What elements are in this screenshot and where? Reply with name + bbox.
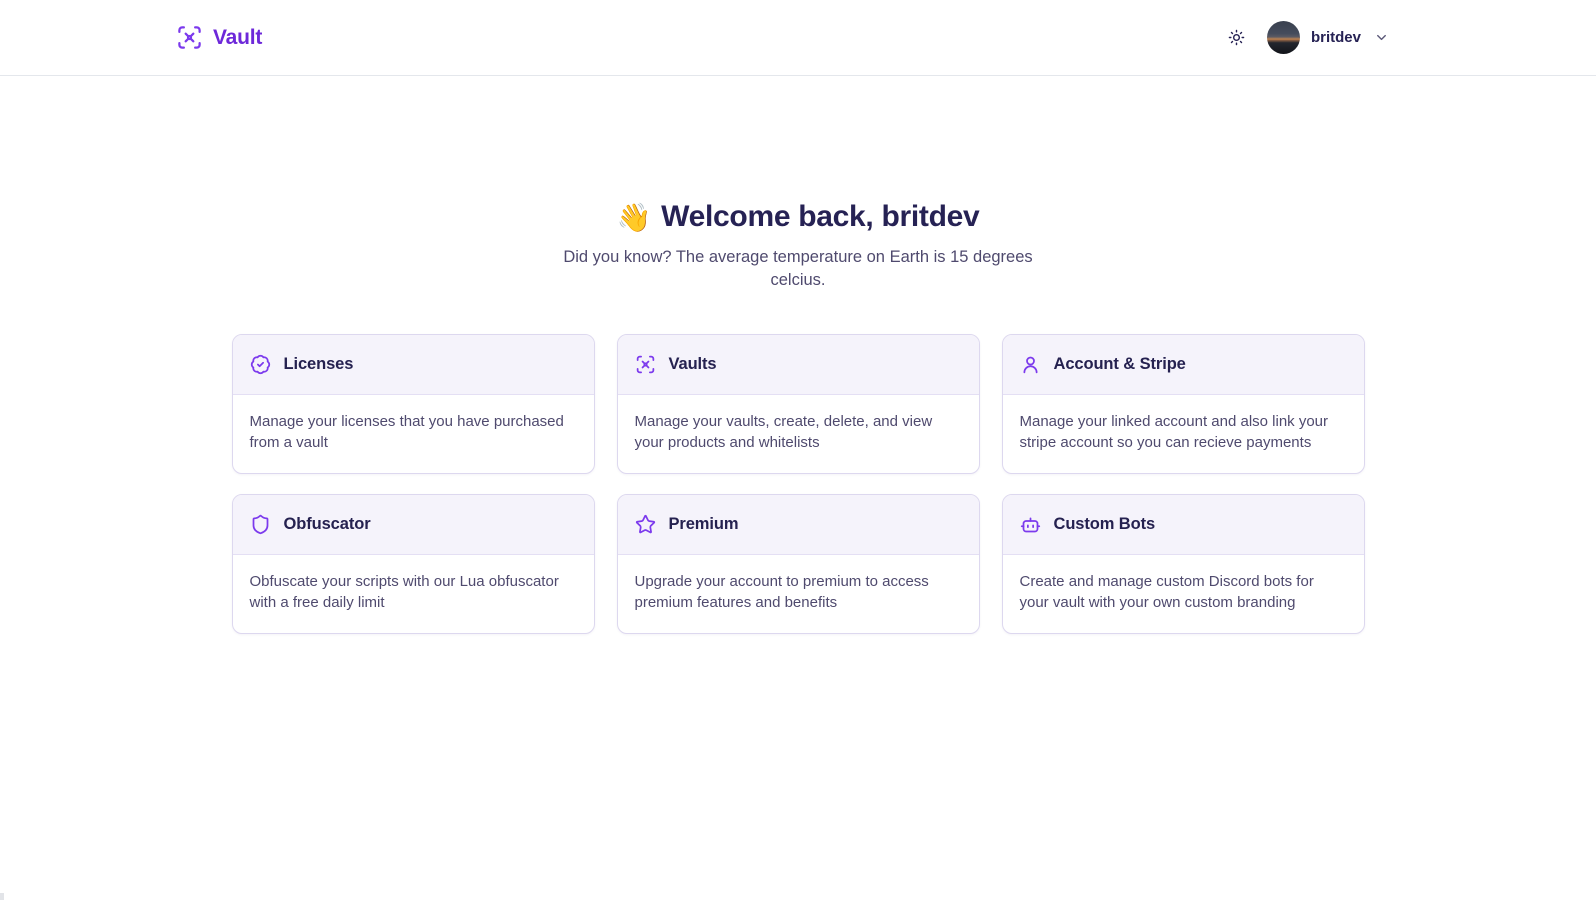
edge-artifact bbox=[0, 893, 4, 900]
card-header: Vaults bbox=[617, 334, 979, 395]
card-body: Upgrade your account to premium to acces… bbox=[618, 555, 979, 633]
card-obfuscator[interactable]: Obfuscator Obfuscate your scripts with o… bbox=[231, 493, 595, 634]
theme-toggle-button[interactable] bbox=[1224, 25, 1249, 50]
card-title: Obfuscator bbox=[283, 514, 371, 533]
star-icon bbox=[635, 514, 656, 535]
brand-name: Vault bbox=[213, 25, 263, 49]
card-header: Licenses bbox=[232, 334, 594, 395]
card-description: Manage your licenses that you have purch… bbox=[249, 412, 564, 451]
vault-scan-icon bbox=[635, 354, 656, 375]
card-description: Manage your linked account and also link… bbox=[1019, 412, 1329, 451]
username: britdev bbox=[1310, 29, 1361, 46]
card-header: Premium bbox=[617, 494, 979, 555]
welcome-title-text: Welcome back, britdev bbox=[661, 200, 980, 233]
card-title: Account & Stripe bbox=[1053, 354, 1186, 373]
welcome-subtitle: Did you know? The average temperature on… bbox=[563, 248, 1033, 290]
card-body: Obfuscate your scripts with our Lua obfu… bbox=[233, 555, 594, 633]
vault-logo-icon bbox=[176, 24, 203, 51]
brand-logo[interactable]: Vault bbox=[176, 24, 262, 51]
card-header: Obfuscator bbox=[232, 494, 594, 555]
user-menu[interactable]: britdev bbox=[1266, 21, 1389, 54]
page-title: 👋 Welcome back, britdev bbox=[0, 200, 1596, 234]
card-body: Manage your vaults, create, delete, and … bbox=[618, 395, 979, 473]
chevron-down-icon bbox=[1374, 30, 1389, 45]
navbar: Vault britdev bbox=[0, 0, 1596, 76]
bot-icon bbox=[1020, 514, 1041, 535]
wave-emoji: 👋 bbox=[616, 201, 652, 233]
card-description: Upgrade your account to premium to acces… bbox=[634, 572, 929, 611]
card-custom-bots[interactable]: Custom Bots Create and manage custom Dis… bbox=[1001, 493, 1365, 634]
card-title: Vaults bbox=[668, 354, 717, 373]
card-title: Premium bbox=[668, 514, 739, 533]
feature-cards-grid: Licenses Manage your licenses that you h… bbox=[231, 333, 1365, 634]
user-icon bbox=[1020, 354, 1041, 375]
card-description: Manage your vaults, create, delete, and … bbox=[634, 412, 933, 451]
card-description: Create and manage custom Discord bots fo… bbox=[1019, 572, 1314, 611]
avatar bbox=[1266, 21, 1300, 54]
welcome-section: 👋 Welcome back, britdev Did you know? Th… bbox=[0, 200, 1596, 293]
card-body: Create and manage custom Discord bots fo… bbox=[1003, 555, 1364, 633]
navbar-right: britdev bbox=[1224, 21, 1389, 54]
shield-icon bbox=[250, 514, 271, 535]
card-title: Licenses bbox=[283, 354, 354, 373]
card-body: Manage your linked account and also link… bbox=[1003, 395, 1364, 473]
badge-check-icon bbox=[250, 354, 271, 375]
card-description: Obfuscate your scripts with our Lua obfu… bbox=[249, 572, 559, 611]
sun-icon bbox=[1228, 29, 1245, 46]
card-header: Custom Bots bbox=[1002, 494, 1364, 555]
card-premium[interactable]: Premium Upgrade your account to premium … bbox=[616, 493, 980, 634]
card-header: Account & Stripe bbox=[1002, 334, 1364, 395]
card-account-stripe[interactable]: Account & Stripe Manage your linked acco… bbox=[1001, 333, 1365, 474]
card-title: Custom Bots bbox=[1053, 514, 1156, 533]
card-licenses[interactable]: Licenses Manage your licenses that you h… bbox=[231, 333, 595, 474]
card-body: Manage your licenses that you have purch… bbox=[233, 395, 594, 473]
card-vaults[interactable]: Vaults Manage your vaults, create, delet… bbox=[616, 333, 980, 474]
